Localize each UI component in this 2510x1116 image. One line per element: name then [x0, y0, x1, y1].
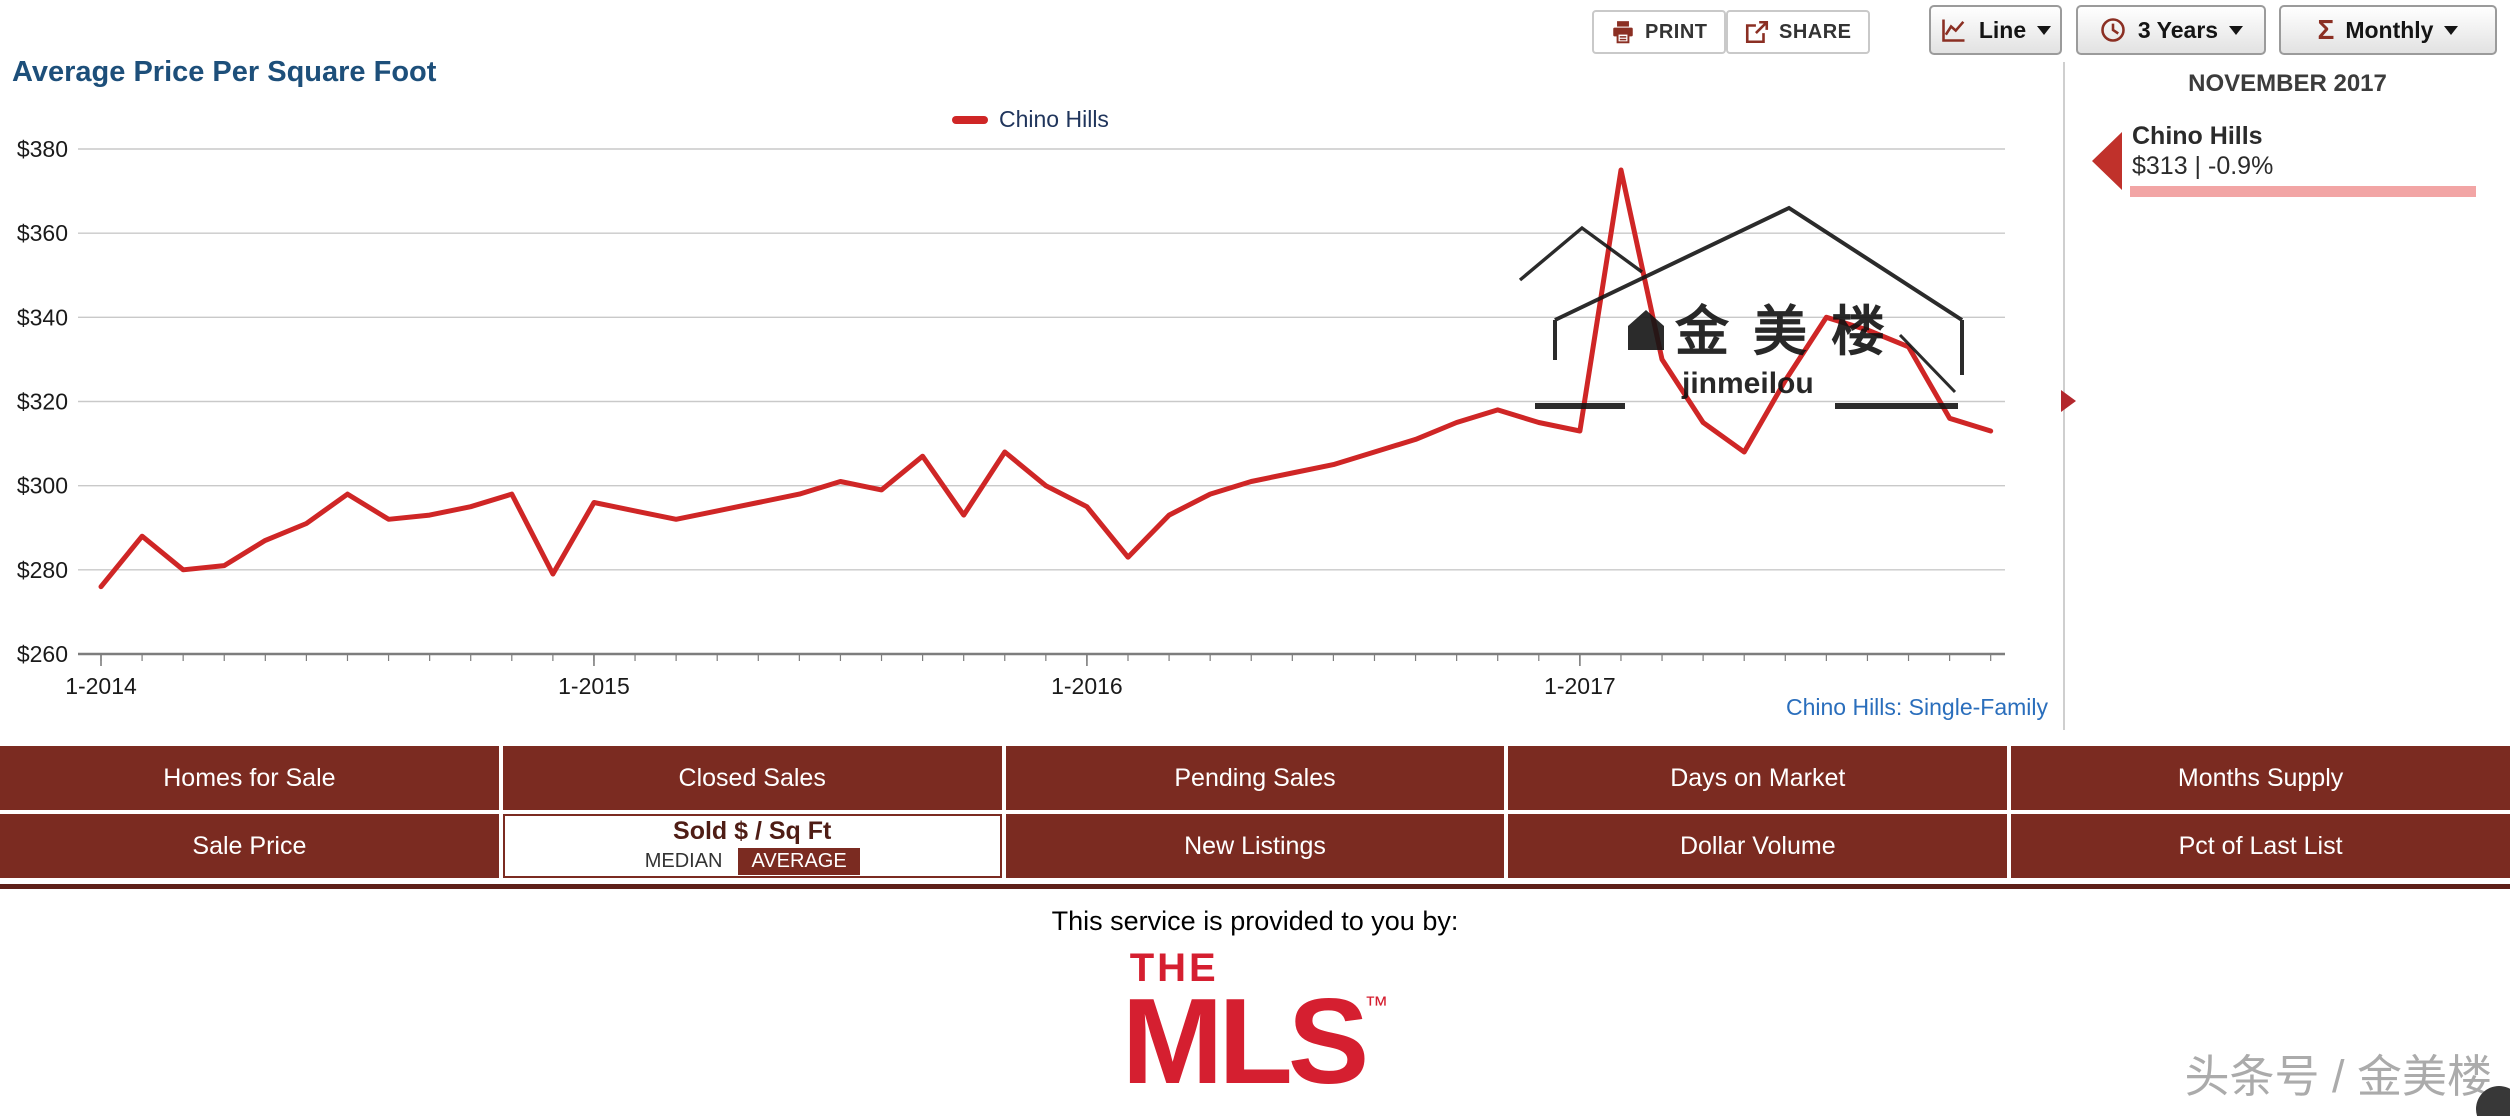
legend-label: Chino Hills	[999, 106, 1109, 132]
clock-icon	[2101, 18, 2125, 42]
svg-text:$280: $280	[17, 557, 68, 583]
svg-text:1-2014: 1-2014	[65, 673, 137, 699]
nav-pending-sales[interactable]: Pending Sales	[1005, 746, 1505, 810]
table-bottom-rule	[0, 884, 2510, 889]
svg-text:$360: $360	[17, 220, 68, 246]
panel-series-name: Chino Hills	[2132, 122, 2263, 150]
aggregation-value: Monthly	[2345, 16, 2434, 43]
nav-sold-per-sqft-selected[interactable]: Sold $ / Sq Ft MEDIAN AVERAGE	[502, 814, 1002, 878]
corner-watermark: 头条号 / 金美楼	[2184, 1051, 2492, 1102]
nav-sale-price[interactable]: Sale Price	[0, 814, 499, 878]
panel-toggle-arrow-icon[interactable]	[2061, 390, 2076, 412]
logo-trademark: ™	[1364, 992, 1389, 1019]
svg-text:$380: $380	[17, 136, 68, 162]
chart-type-dropdown[interactable]: Line	[1929, 5, 2062, 55]
the-mls-logo: THE MLS ™	[1121, 946, 1389, 1109]
watermark-cjk-text: 金美楼	[1674, 302, 1909, 362]
chart-type-value: Line	[1978, 16, 2027, 43]
logo-the-text: THE	[1129, 946, 1219, 990]
watermark-house-icon: 金美楼 jinmeilou	[1518, 205, 1964, 409]
nav-days-on-market[interactable]: Days on Market	[1508, 746, 2008, 810]
printer-icon	[1613, 21, 1633, 44]
nav-new-listings[interactable]: New Listings	[1005, 814, 1505, 878]
chart-legend: Chino Hills	[952, 106, 1109, 133]
print-label: PRINT	[1645, 20, 1708, 43]
nav-closed-sales[interactable]: Closed Sales	[502, 746, 1002, 810]
logo-mls-text: MLS	[1121, 973, 1370, 1109]
panel-marker-icon	[2092, 132, 2122, 190]
panel-month: NOVEMBER 2017	[2188, 70, 2387, 97]
share-label: SHARE	[1779, 20, 1852, 43]
page-title: Average Price Per Square Foot	[12, 56, 437, 88]
chart-footer-link[interactable]: Chino Hills: Single-Family	[1785, 694, 2048, 720]
svg-text:1-2017: 1-2017	[1544, 673, 1616, 699]
time-range-dropdown[interactable]: 3 Years	[2076, 5, 2266, 55]
svg-text:1-2015: 1-2015	[558, 673, 630, 699]
time-range-value: 3 Years	[2137, 16, 2219, 43]
nav-row-1: Homes for Sale Closed Sales Pending Sale…	[0, 746, 2510, 810]
svg-text:1-2016: 1-2016	[1051, 673, 1123, 699]
sigma-icon: Σ	[2317, 14, 2335, 45]
watermark-latin-text: jinmeilou	[1681, 367, 1814, 400]
nav-homes-for-sale[interactable]: Homes for Sale	[0, 746, 499, 810]
share-icon	[1745, 20, 1769, 44]
panel-series-value: $313 | -0.9%	[2132, 152, 2274, 180]
chevron-down-icon	[2229, 25, 2244, 35]
nav-dollar-volume[interactable]: Dollar Volume	[1508, 814, 2008, 878]
chevron-down-icon	[2444, 25, 2459, 35]
service-text: This service is provided to you by:	[1051, 906, 1459, 936]
svg-text:$300: $300	[17, 473, 68, 499]
selected-metric-label: Sold $ / Sq Ft	[673, 817, 832, 845]
metric-nav-table: Homes for Sale Closed Sales Pending Sale…	[0, 746, 2510, 878]
panel-value-bar	[2130, 186, 2476, 197]
median-average-toggle: MEDIAN AVERAGE	[645, 848, 860, 875]
nav-row-2: Sale Price Sold $ / Sq Ft MEDIAN AVERAGE…	[0, 814, 2510, 878]
price-line-chart: $380 $360 $340 $320 $300 $280 $260 1-2014 1-2015…	[17, 136, 2005, 699]
share-button[interactable]: SHARE	[1726, 10, 1870, 54]
print-button[interactable]: PRINT	[1592, 10, 1726, 54]
legend-swatch	[952, 115, 988, 124]
svg-text:$260: $260	[17, 641, 68, 667]
aggregation-dropdown[interactable]: Σ Monthly	[2279, 5, 2497, 55]
average-toggle[interactable]: AVERAGE	[738, 848, 860, 875]
svg-text:$340: $340	[17, 304, 68, 330]
nav-pct-of-last-list[interactable]: Pct of Last List	[2011, 814, 2510, 878]
svg-text:$320: $320	[17, 389, 68, 415]
median-toggle[interactable]: MEDIAN	[644, 850, 723, 872]
nav-months-supply[interactable]: Months Supply	[2011, 746, 2510, 810]
line-chart-icon	[1942, 19, 1965, 42]
chevron-down-icon	[2037, 25, 2052, 35]
